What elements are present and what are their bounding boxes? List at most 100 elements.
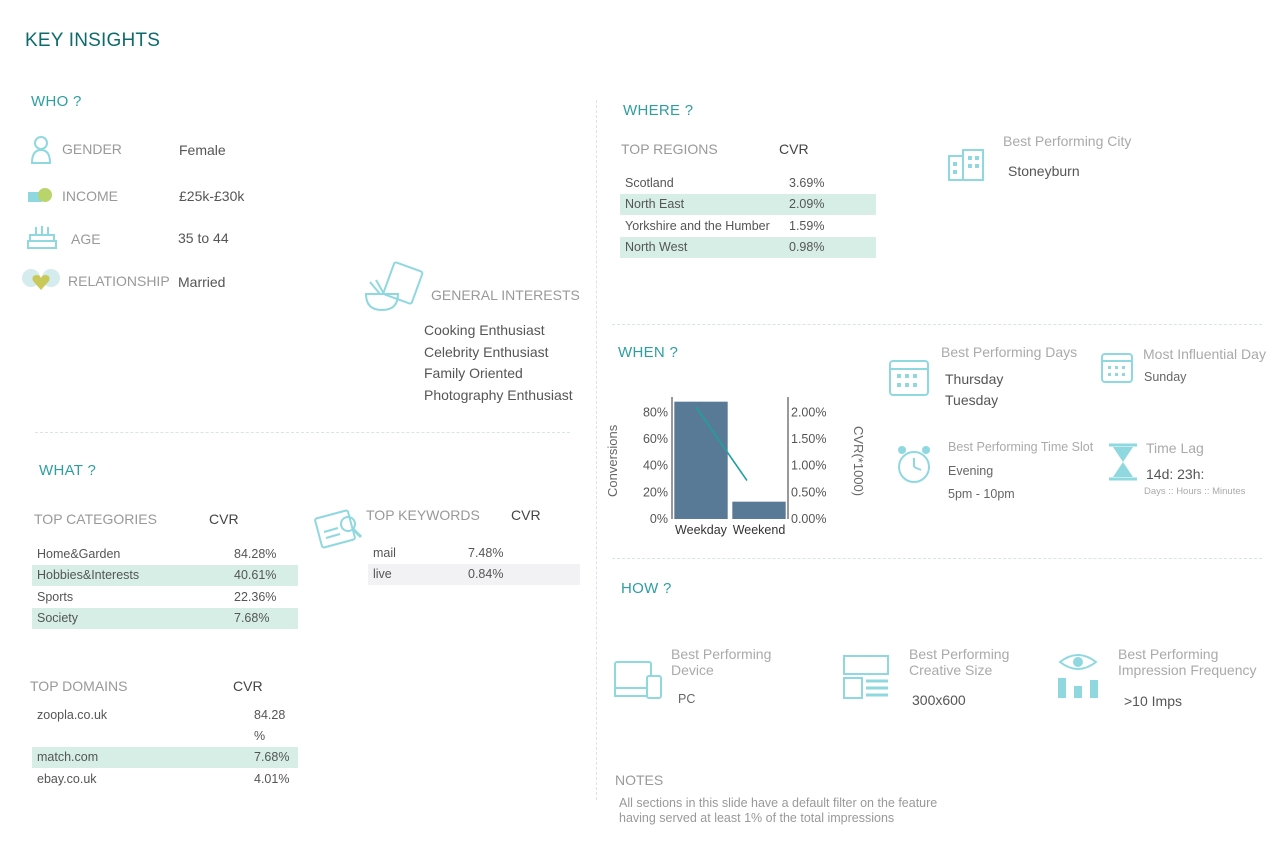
chart-cvr-line bbox=[695, 406, 748, 482]
creative-value: 300x600 bbox=[912, 692, 966, 708]
creative-label-2: Creative Size bbox=[909, 662, 993, 678]
chart-y2-label: CVR(*1000) bbox=[851, 426, 866, 497]
region-name: North East bbox=[625, 197, 685, 211]
calendar-small-icon bbox=[1101, 353, 1133, 383]
divider-when-how bbox=[612, 558, 1262, 559]
creative-size-icon bbox=[843, 655, 889, 699]
keyword-name: live bbox=[373, 567, 392, 581]
frequency-label-1: Best Performing bbox=[1118, 646, 1219, 662]
city-value: Stoneyburn bbox=[1008, 163, 1080, 179]
region-name: North West bbox=[625, 240, 688, 254]
device-label-2: Device bbox=[671, 662, 714, 678]
chart-y2-tick-label: 0.50% bbox=[791, 485, 826, 499]
region-cvr: 3.69% bbox=[789, 176, 825, 190]
city-label: Best Performing City bbox=[1003, 133, 1132, 149]
table-row: North East 2.09% bbox=[620, 194, 876, 215]
table-row: match.com 7.68% bbox=[32, 747, 298, 768]
chart-y2-tick-label: 0.00% bbox=[791, 512, 826, 526]
relationship-value: Married bbox=[178, 274, 226, 290]
regions-cvr-header: CVR bbox=[779, 141, 809, 157]
domains-cvr-header: CVR bbox=[233, 678, 263, 694]
heart-icon bbox=[22, 269, 60, 290]
chart-y2-tick-label: 1.00% bbox=[791, 459, 826, 473]
page-title: KEY INSIGHTS bbox=[25, 30, 161, 51]
calendar-icon bbox=[889, 360, 929, 396]
clock-icon bbox=[898, 446, 930, 483]
table-row: North West 0.98% bbox=[620, 237, 876, 258]
interests-label: GENERAL INTERESTS bbox=[431, 287, 580, 303]
vertical-divider bbox=[596, 100, 597, 800]
keywords-cvr-header: CVR bbox=[511, 507, 541, 523]
interest-item: Celebrity Enthusiast bbox=[424, 344, 549, 360]
table-row-wrap: % bbox=[32, 726, 298, 747]
table-row: live 0.84% bbox=[368, 564, 580, 585]
timeslot-range: 5pm - 10pm bbox=[948, 487, 1015, 501]
category-name: Home&Garden bbox=[37, 547, 121, 561]
best-day-2: Tuesday bbox=[945, 392, 999, 408]
notes-line-1: All sections in this slide have a defaul… bbox=[619, 796, 938, 810]
hourglass-icon bbox=[1109, 443, 1137, 481]
table-row: Society 7.68% bbox=[32, 608, 298, 629]
keyword-search-icon bbox=[314, 509, 363, 549]
categories-cvr-header: CVR bbox=[209, 511, 239, 527]
category-cvr: 40.61% bbox=[234, 568, 277, 582]
table-row: mail 7.48% bbox=[368, 543, 580, 564]
chart-y-label: Conversions bbox=[605, 424, 620, 497]
category-cvr: 22.36% bbox=[234, 590, 277, 604]
gender-value: Female bbox=[179, 142, 226, 158]
chart-bar bbox=[674, 401, 728, 519]
domain-cvr-unit: % bbox=[254, 729, 266, 743]
person-icon bbox=[30, 136, 52, 164]
what-heading: WHAT ? bbox=[39, 462, 97, 479]
domains-label: TOP DOMAINS bbox=[30, 678, 128, 694]
table-row: zoopla.co.uk 84.28 bbox=[32, 705, 298, 726]
frequency-value: >10 Imps bbox=[1124, 693, 1182, 709]
time-lag-label: Time Lag bbox=[1146, 440, 1204, 456]
category-cvr: 84.28% bbox=[234, 547, 277, 561]
table-row: Hobbies&Interests 40.61% bbox=[32, 565, 298, 586]
keywords-label: TOP KEYWORDS bbox=[366, 507, 480, 523]
chart-y-tick-label: 60% bbox=[643, 432, 668, 446]
chart-y-tick-label: 40% bbox=[643, 459, 668, 473]
device-value: PC bbox=[678, 692, 696, 706]
region-name: Scotland bbox=[625, 176, 674, 190]
category-name: Sports bbox=[37, 590, 74, 604]
relationship-label: RELATIONSHIP bbox=[68, 273, 170, 289]
chart-y-tick-label: 20% bbox=[643, 485, 668, 499]
notes-line-2: having served at least 1% of the total i… bbox=[619, 811, 895, 825]
best-day-1: Thursday bbox=[945, 371, 1004, 387]
creative-label-1: Best Performing bbox=[909, 646, 1010, 662]
categories-label: TOP CATEGORIES bbox=[34, 511, 157, 527]
influential-day-value: Sunday bbox=[1144, 370, 1187, 384]
interest-item: Family Oriented bbox=[424, 365, 523, 381]
chart-category-label: Weekend bbox=[733, 523, 786, 537]
where-heading: WHERE ? bbox=[623, 102, 694, 119]
device-label-1: Best Performing bbox=[671, 646, 772, 662]
keyword-cvr: 7.48% bbox=[468, 546, 504, 560]
gender-label: GENDER bbox=[62, 141, 122, 157]
region-cvr: 1.59% bbox=[789, 219, 825, 233]
city-building-icon bbox=[948, 149, 984, 181]
notes-heading: NOTES bbox=[615, 772, 664, 788]
table-row: Home&Garden 84.28% bbox=[32, 544, 298, 565]
region-cvr: 2.09% bbox=[789, 197, 825, 211]
influential-day-label: Most Influential Day bbox=[1143, 346, 1266, 362]
domain-name: zoopla.co.uk bbox=[37, 708, 108, 722]
best-days-label: Best Performing Days bbox=[941, 344, 1078, 360]
timeslot-value: Evening bbox=[948, 464, 994, 478]
interest-item: Photography Enthusiast bbox=[424, 387, 573, 403]
money-icon bbox=[28, 188, 52, 202]
income-value: £25k-£30k bbox=[179, 188, 245, 204]
device-icon bbox=[614, 661, 662, 699]
chart-y-tick-label: 0% bbox=[650, 512, 668, 526]
keyword-cvr: 0.84% bbox=[468, 567, 504, 581]
category-name: Hobbies&Interests bbox=[37, 568, 140, 582]
keyword-name: mail bbox=[373, 546, 396, 560]
chart-bar bbox=[732, 501, 786, 519]
category-cvr: 7.68% bbox=[234, 611, 270, 625]
who-heading: WHO ? bbox=[31, 93, 82, 110]
domain-name: match.com bbox=[37, 750, 99, 764]
cake-icon bbox=[27, 226, 57, 249]
domain-name: ebay.co.uk bbox=[37, 772, 97, 786]
domain-cvr: 4.01% bbox=[254, 772, 290, 786]
